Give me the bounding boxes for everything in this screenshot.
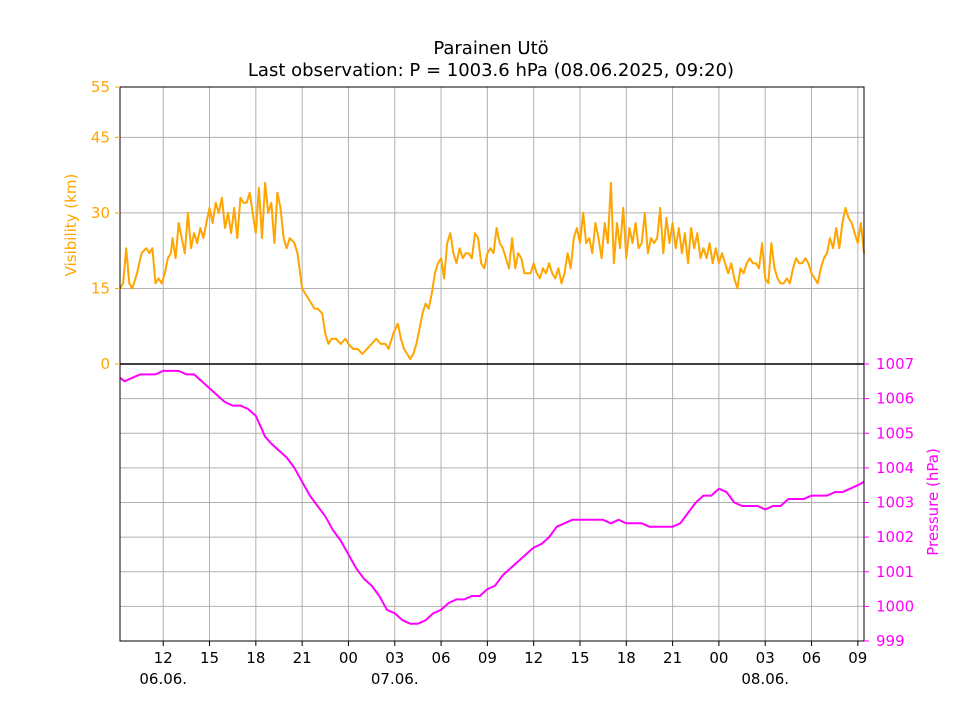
- x-tick-label: 09: [848, 649, 867, 667]
- x-tick-label: 06: [432, 649, 451, 667]
- visibility-axis-label: Visibility (km): [62, 174, 80, 277]
- pressure-tick-label: 1003: [876, 494, 914, 512]
- x-tick-label: 03: [385, 649, 404, 667]
- visibility-tick-label: 30: [91, 204, 110, 222]
- visibility-tick-label: 15: [91, 279, 110, 297]
- pressure-tick-label: 999: [876, 632, 905, 650]
- pressure-tick-label: 1004: [876, 459, 914, 477]
- pressure-line: [119, 369, 865, 625]
- x-tick-label: 00: [709, 649, 728, 667]
- visibility-tick-label: 0: [100, 355, 110, 373]
- pressure-tick-label: 1007: [876, 355, 914, 373]
- visibility-tick-label: 55: [91, 78, 110, 96]
- x-tick-label: 06: [802, 649, 821, 667]
- pressure-tick-label: 1000: [876, 597, 914, 615]
- visibility-tick-label: 45: [91, 128, 110, 146]
- x-tick-label: 00: [339, 649, 358, 667]
- x-tick-label: 03: [756, 649, 775, 667]
- x-tick-label: 12: [154, 649, 173, 667]
- x-date-label: 08.06.: [741, 670, 789, 688]
- tick-labels: 0 15 30 45 55 999 1000 1001 1002 1003 1004 1005 1006…: [91, 78, 914, 688]
- pressure-tick-label: 1001: [876, 563, 914, 581]
- x-tick-label: 15: [570, 649, 589, 667]
- x-date-label: 06.06.: [139, 670, 187, 688]
- x-tick-label: 21: [663, 649, 682, 667]
- pressure-tick-label: 1006: [876, 390, 914, 408]
- x-tick-label: 21: [293, 649, 312, 667]
- series-lines: [119, 181, 865, 625]
- x-tick-label: 12: [524, 649, 543, 667]
- chart-subtitle: Last observation: P = 1003.6 hPa (08.06.…: [248, 60, 734, 81]
- x-tick-label: 15: [200, 649, 219, 667]
- x-tick-label: 18: [617, 649, 636, 667]
- x-tick-label: 18: [246, 649, 265, 667]
- x-tick-label: 09: [478, 649, 497, 667]
- visibility-line: [119, 181, 865, 360]
- chart-title: Parainen Utö: [433, 38, 548, 59]
- pressure-axis-label: Pressure (hPa): [924, 448, 942, 556]
- pressure-tick-label: 1005: [876, 424, 914, 442]
- x-date-label: 07.06.: [371, 670, 419, 688]
- pressure-tick-label: 1002: [876, 528, 914, 546]
